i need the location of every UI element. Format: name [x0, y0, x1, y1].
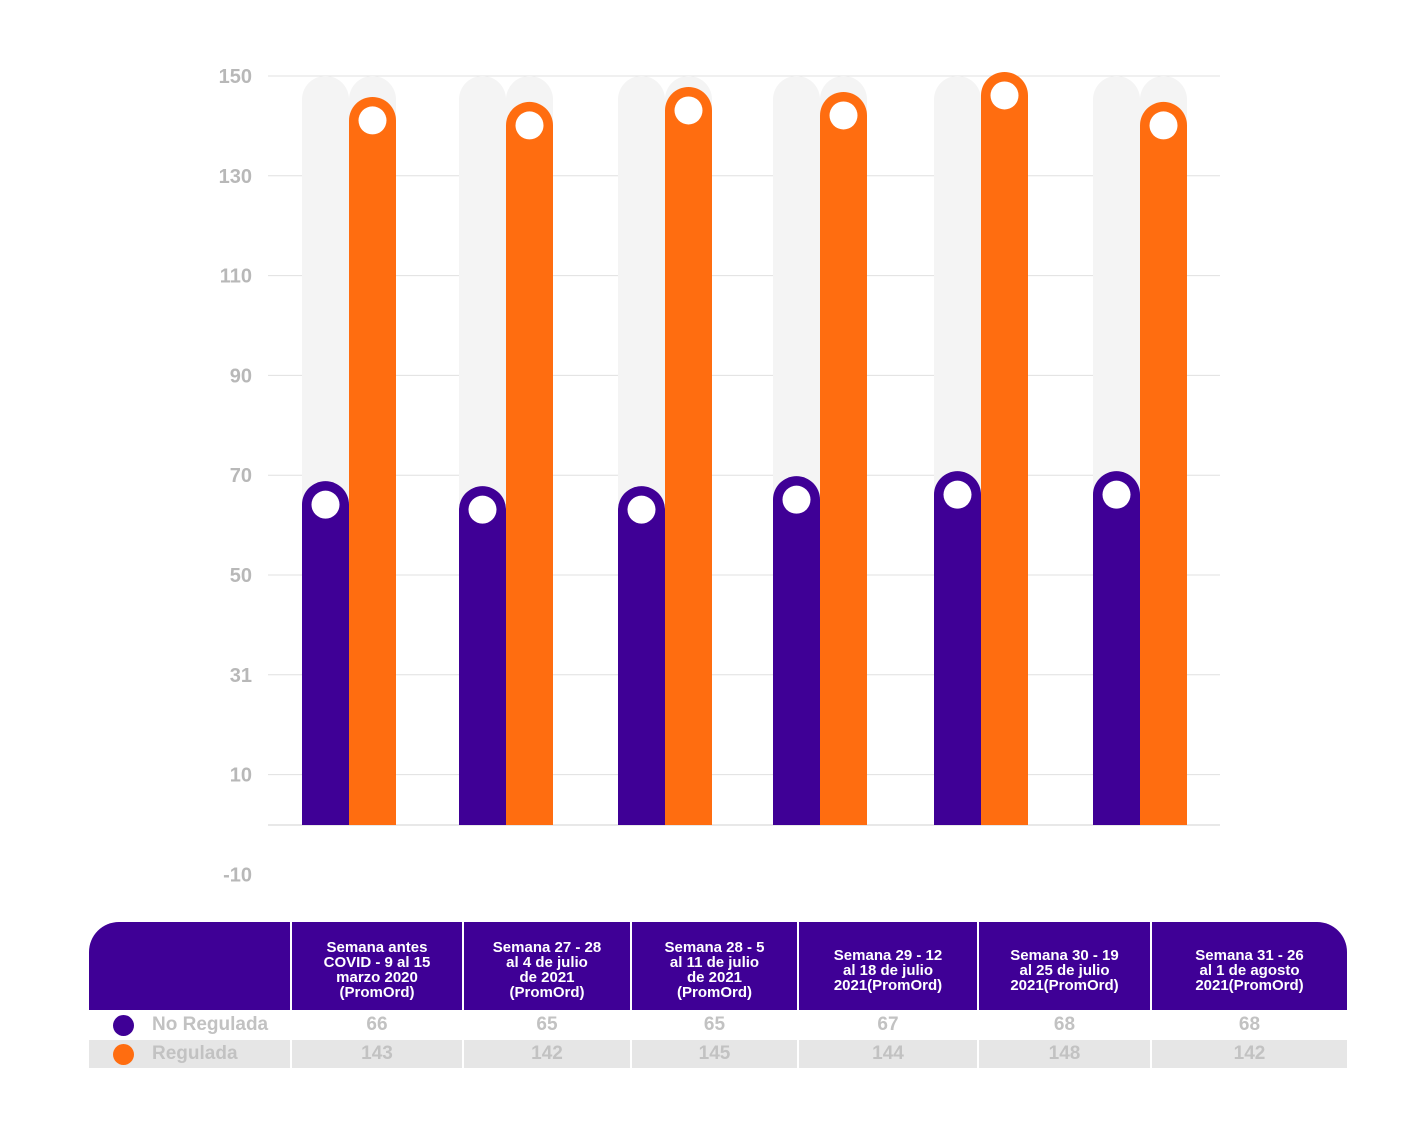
category-label-line: al 25 de julio — [1019, 961, 1110, 979]
header-cell: Semana antes COVID - 9 al 15 marzo 2020 (Pr… — [290, 922, 462, 1010]
y-tick-label: 70 — [230, 465, 252, 487]
category-label-line: (PromOrd) — [677, 984, 752, 1001]
bar-regulada — [349, 96, 396, 825]
bar-no-regulada — [773, 476, 820, 825]
category-label-line: marzo 2020 — [336, 969, 418, 986]
category-label-line: Semana 27 - 28 — [492, 939, 602, 956]
category-label-line: Semana 31 - 26 — [1195, 946, 1304, 964]
category-label-line: de 2021 — [519, 969, 575, 986]
data-table: Semana antes COVID - 9 al 15 marzo 2020 (Pr… — [89, 922, 1347, 1068]
category-label-line: al 1 de agosto — [1199, 961, 1300, 979]
category-label-line: Semana antes — [326, 939, 428, 956]
table-cell: 65 — [462, 1011, 630, 1039]
bar-marker — [311, 490, 340, 519]
category-label-line: al 18 de julio — [842, 961, 934, 979]
chart: 150 130 110 90 70 50 31 10 -10 — [219, 66, 1220, 886]
bar-marker — [990, 81, 1019, 110]
bar-marker — [1149, 111, 1178, 140]
table-cell: 148 — [977, 1040, 1150, 1068]
bar-no-regulada — [1093, 471, 1140, 825]
header-cell: Semana 28 - 5 al 11 de julio de 2021 (PromO… — [630, 922, 797, 1010]
table-cell: 67 — [797, 1011, 977, 1039]
y-tick-label: 31 — [230, 665, 252, 687]
table-cell: 65 — [630, 1011, 797, 1039]
header-cell: Semana 27 - 28 al 4 de julio de 2021 (PromO… — [462, 922, 630, 1010]
category-label-line: COVID - 9 al 15 — [323, 954, 431, 971]
header-cell: Semana 29 - 12 al 18 de julio 2021(PromOrd… — [797, 922, 977, 1010]
bar-no-regulada — [459, 486, 506, 825]
category-label-line: 2021(PromOrd) — [1010, 976, 1119, 994]
category-label-line: Semana 28 - 5 — [664, 939, 765, 956]
bar-marker — [943, 480, 972, 509]
category-label-line: 2021(PromOrd) — [833, 976, 943, 994]
table-cell: 68 — [977, 1011, 1150, 1039]
table-header: Semana antes COVID - 9 al 15 marzo 2020 (Pr… — [89, 922, 1347, 1010]
table-cell: 66 — [290, 1011, 462, 1039]
bar-regulada — [506, 101, 553, 826]
series-label: Regulada — [152, 1043, 238, 1064]
table-cell: 143 — [290, 1040, 462, 1068]
category-label-line: Semana 29 - 12 — [833, 946, 943, 964]
bar-regulada — [665, 86, 712, 825]
category-label-line: al 11 de julio — [669, 954, 760, 971]
table-cell: 145 — [630, 1040, 797, 1068]
bar-marker — [627, 495, 656, 524]
legend-no-regulada: No Regulada — [89, 1011, 290, 1039]
legend-regulada: Regulada — [89, 1040, 290, 1068]
category-label-line: (PromOrd) — [509, 984, 585, 1001]
table-cell: 144 — [797, 1040, 977, 1068]
bar-no-regulada — [302, 481, 349, 825]
y-tick-label: 150 — [219, 66, 252, 88]
bar-marker — [829, 101, 858, 130]
bar-marker — [358, 106, 387, 135]
bar-marker — [782, 485, 811, 514]
category-label-line: al 4 de julio — [506, 954, 588, 971]
bar-marker — [674, 96, 703, 125]
header-cell: Semana 31 - 26 al 1 de agosto 2021(PromOrd… — [1150, 922, 1347, 1010]
y-tick-label: 110 — [220, 266, 252, 288]
legend-dot-regulada — [113, 1043, 134, 1065]
y-tick-label: -10 — [223, 864, 252, 886]
table-row-no-regulada: No Regulada 66 65 65 67 68 68 — [89, 1011, 1347, 1039]
bar-marker — [468, 495, 497, 524]
bar-no-regulada — [618, 486, 665, 825]
table-row-regulada: Regulada 143 142 145 144 148 142 — [89, 1040, 1347, 1068]
table-cell: 142 — [462, 1040, 630, 1068]
bar-regulada — [820, 91, 867, 825]
category-label-line: Semana 30 - 19 — [1010, 946, 1119, 964]
bar-no-regulada — [934, 471, 981, 825]
category-label-line: (PromOrd) — [339, 984, 415, 1001]
category-label-line: de 2021 — [686, 969, 743, 986]
legend-dot-no-regulada — [113, 1014, 134, 1036]
table-cell: 68 — [1150, 1011, 1347, 1039]
y-tick-label: 90 — [230, 365, 252, 387]
header-corner — [89, 922, 290, 1010]
bar-marker — [1102, 480, 1131, 509]
header-cell: Semana 30 - 19 al 25 de julio 2021(PromOrd… — [977, 922, 1150, 1010]
y-tick-label: 10 — [230, 765, 252, 787]
bar-marker — [515, 111, 544, 140]
bar-regulada — [1140, 101, 1187, 826]
y-tick-label: 50 — [230, 565, 252, 587]
category-label-line: 2021(PromOrd) — [1195, 976, 1304, 994]
y-tick-label: 130 — [219, 166, 252, 188]
bar-regulada — [981, 71, 1028, 826]
series-label: No Regulada — [152, 1014, 269, 1035]
table-cell: 142 — [1150, 1040, 1347, 1068]
